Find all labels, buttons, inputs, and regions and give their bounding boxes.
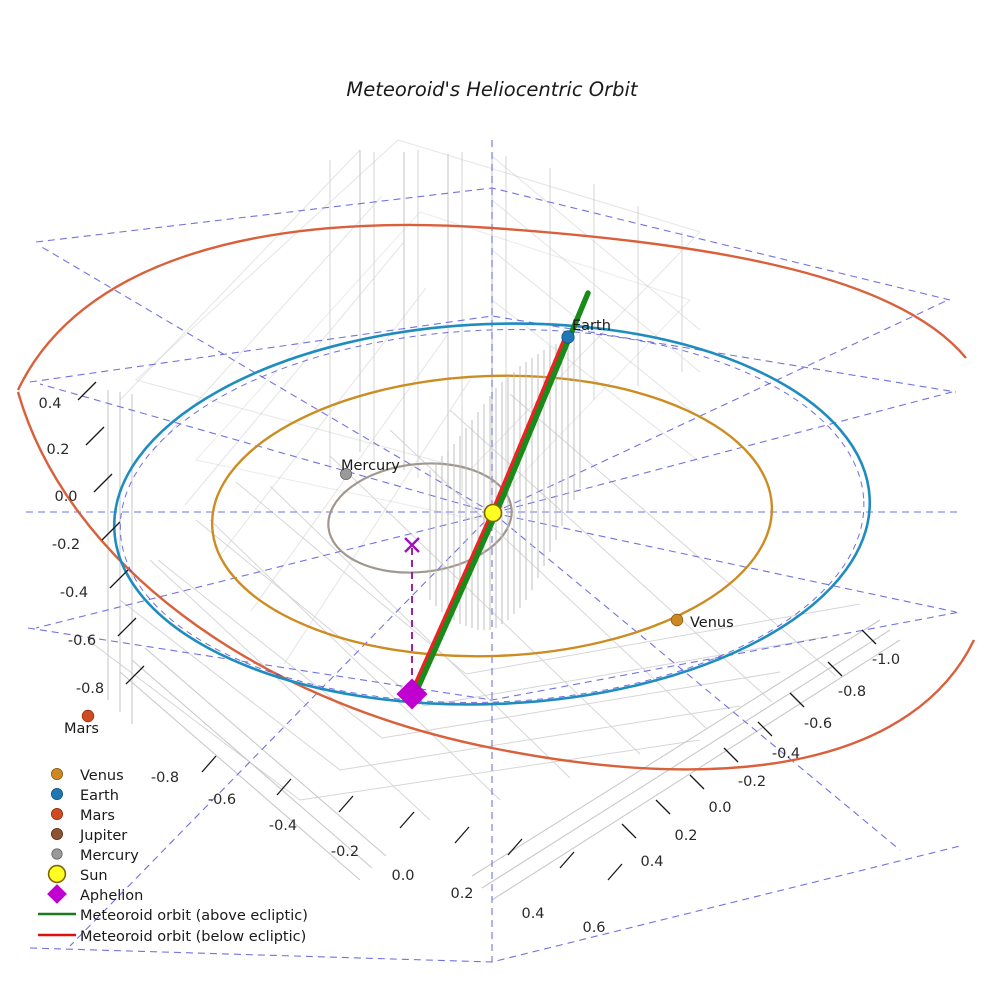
legend-label-orbit-above: Meteoroid orbit (above ecliptic) xyxy=(80,908,308,924)
legend-label-mars: Mars xyxy=(80,808,115,824)
y-axis-ticks: -1.0 -0.8 -0.6 -0.4 -0.2 0.0 0.2 0.4 xyxy=(621,629,900,870)
z-tick-1: 0.2 xyxy=(46,442,69,458)
legend-item-venus[interactable]: Venus xyxy=(51,768,124,784)
y-tick-3: -0.4 xyxy=(772,746,800,762)
legend-item-earth[interactable]: Earth xyxy=(51,788,119,804)
legend-label-venus: Venus xyxy=(80,768,124,784)
pane-back-quads xyxy=(134,139,702,521)
mars-orbit xyxy=(16,223,976,771)
mercury-label: Mercury xyxy=(341,458,400,474)
legend-item-mars[interactable]: Mars xyxy=(51,808,115,824)
earth-marker xyxy=(561,330,575,344)
z-tickmarks xyxy=(77,381,145,685)
earth-label: Earth xyxy=(572,318,611,334)
legend-label-jupiter: Jupiter xyxy=(79,828,127,844)
legend-label-earth: Earth xyxy=(80,788,119,804)
legend[interactable]: Venus Earth Mars Jupiter Mercury Sun Aph… xyxy=(38,768,308,945)
legend-item-orbit-below[interactable]: Meteoroid orbit (below ecliptic) xyxy=(38,929,306,945)
legend-item-sun[interactable]: Sun xyxy=(47,864,108,884)
legend-item-orbit-above[interactable]: Meteoroid orbit (above ecliptic) xyxy=(38,908,308,924)
x-tick-1: -0.6 xyxy=(208,792,236,808)
y-tick-6: 0.2 xyxy=(674,828,697,844)
mercury-marker xyxy=(339,467,352,480)
sun-marker xyxy=(483,503,503,523)
y-tick-2: -0.6 xyxy=(804,716,832,732)
axis-rail-z xyxy=(107,390,133,724)
legend-label-orbit-below: Meteoroid orbit (below ecliptic) xyxy=(80,929,306,945)
radial-spoke-w-lower xyxy=(35,512,494,629)
venus-marker-icon xyxy=(51,768,64,781)
mars-label: Mars xyxy=(64,721,99,737)
earth-orbit xyxy=(112,322,872,706)
z-tick-0: 0.4 xyxy=(38,396,61,412)
legend-item-mercury[interactable]: Mercury xyxy=(51,848,139,864)
mars-marker-icon xyxy=(51,808,64,821)
y-tick-4: -0.2 xyxy=(738,774,766,790)
page-title: Meteoroid's Heliocentric Orbit xyxy=(346,78,639,101)
proj-lower-arc xyxy=(27,611,961,701)
x-tick-5: 0.2 xyxy=(450,886,473,902)
aphelion-marker xyxy=(396,678,428,710)
aphelion-projection-x-icon xyxy=(404,537,420,553)
earth-marker-icon xyxy=(51,788,64,801)
x-tick-3: -0.2 xyxy=(331,844,359,860)
y-tickmarks xyxy=(621,629,877,839)
y-tick-0: -1.0 xyxy=(872,652,900,668)
legend-label-aphelion: Aphelion xyxy=(80,888,143,904)
x-tick-4: 0.0 xyxy=(391,868,414,884)
z-tick-4: -0.4 xyxy=(60,585,88,601)
pane-right-wall xyxy=(491,155,701,463)
y-tick-7: 0.4 xyxy=(640,854,663,870)
legend-label-mercury: Mercury xyxy=(80,848,139,864)
y-tick-5: 0.0 xyxy=(708,800,731,816)
x-tickmarks xyxy=(201,755,623,881)
radial-spoke-sw xyxy=(69,512,494,947)
legend-label-sun: Sun xyxy=(80,868,108,884)
radial-spoke-se xyxy=(492,512,901,851)
x-tick-0: -0.8 xyxy=(151,770,179,786)
ecliptic-reference-lines xyxy=(26,140,961,963)
legend-item-jupiter[interactable]: Jupiter xyxy=(51,828,127,844)
jupiter-marker-icon xyxy=(51,828,64,841)
floor-grid-diagonal xyxy=(149,393,837,821)
z-tick-3: -0.2 xyxy=(52,537,80,553)
z-tick-6: -0.8 xyxy=(76,681,104,697)
radial-spoke-nw xyxy=(39,245,494,514)
z-axis-ticks: 0.4 0.2 0.0 -0.2 -0.4 -0.6 -0.8 xyxy=(38,381,145,697)
mars-marker xyxy=(81,709,95,723)
z-tick-5: -0.6 xyxy=(68,633,96,649)
mercury-orbit xyxy=(327,462,513,574)
y-tick-1: -0.8 xyxy=(838,684,866,700)
radial-spoke-e-lower xyxy=(492,512,957,613)
radial-spoke-w-upper xyxy=(39,383,494,514)
x-tick-2: -0.4 xyxy=(269,818,297,834)
venus-marker xyxy=(670,613,684,627)
mercury-marker-icon xyxy=(51,848,63,860)
x-tick-7: 0.6 xyxy=(582,920,605,936)
axis-rail-left xyxy=(119,647,387,881)
sun-marker-icon xyxy=(47,864,67,884)
z-tick-2: 0.0 xyxy=(54,489,77,505)
venus-orbit xyxy=(210,374,774,658)
x-tick-6: 0.4 xyxy=(521,906,544,922)
x-axis-ticks: -0.8 -0.6 -0.4 -0.2 0.0 0.2 0.4 0.6 xyxy=(151,755,623,936)
proj-upper-arc xyxy=(29,315,957,393)
venus-label: Venus xyxy=(690,615,734,631)
